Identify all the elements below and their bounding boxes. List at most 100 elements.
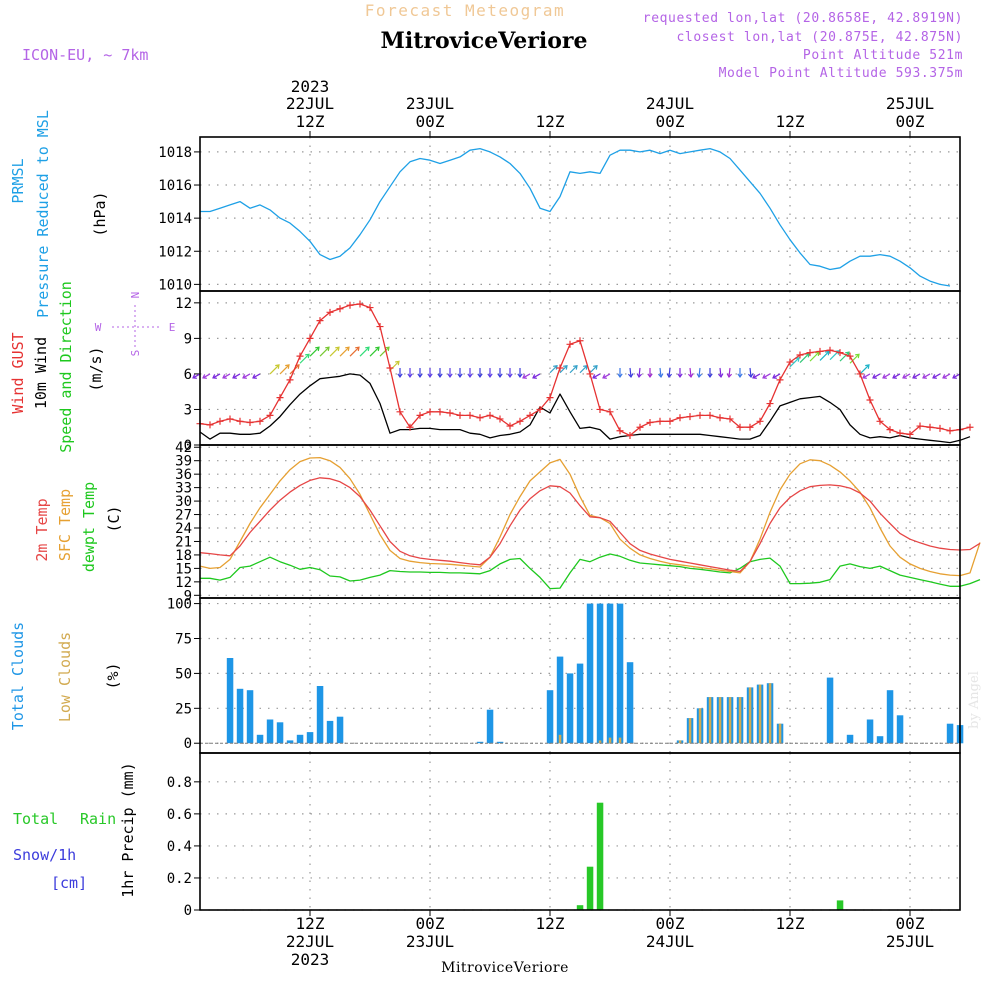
y-tick-label: 0 [184, 438, 192, 454]
y-tick-label: 75 [175, 631, 192, 647]
wind-arrow-shaft [329, 346, 340, 357]
gust-marker [946, 427, 954, 435]
gust-marker [656, 417, 664, 425]
wind-arrow [487, 368, 493, 379]
wind-arrow-head [845, 351, 850, 357]
y-tick-label: 21 [175, 534, 192, 550]
wind-arrow-shaft [749, 367, 752, 378]
wind-arrow-head [507, 373, 513, 379]
y-tick-label: 39 [175, 454, 192, 470]
wind-arrow-shaft [349, 346, 360, 357]
y-tick-label: 12 [175, 575, 192, 591]
panel-wind: 0 3 6 9 12 N S W E [95, 291, 974, 454]
wind-arrow-head [942, 374, 947, 379]
wind-arrow-shaft [559, 365, 568, 374]
sfc-temp-label: SFC Temp [56, 489, 74, 561]
wind-arrow [666, 367, 673, 379]
bottom-time-label: 00Z [416, 914, 445, 933]
gust-marker [416, 411, 424, 419]
y-tick-label: 3 [184, 402, 192, 418]
top-time-label: 12Z [536, 112, 565, 131]
total-cloud-bar [626, 662, 634, 744]
y-tick-label: 18 [175, 548, 192, 564]
total-rain-label-2: Rain [80, 810, 116, 828]
gust-marker [826, 346, 834, 354]
total-cloud-bar [296, 734, 304, 744]
y-tick-label: 100 [167, 597, 192, 613]
total-cloud-bar [886, 690, 894, 744]
gust-marker [846, 352, 854, 360]
sfc-temp-line [199, 456, 981, 577]
ms-unit-label: (m/s) [87, 346, 105, 391]
total-cloud-bar [316, 686, 324, 744]
wind-arrow-shaft [379, 346, 390, 357]
y-tick-label: 0.2 [167, 871, 192, 887]
wind-arrow-head [825, 350, 830, 356]
gust-marker [396, 408, 404, 416]
top-time-label: 12Z [296, 112, 325, 131]
y-tick-label: 1016 [158, 178, 192, 194]
wind-arrow [532, 373, 541, 379]
wind-arrow-head [252, 374, 257, 379]
total-cloud-bar [946, 723, 954, 744]
wind-arrow [932, 373, 941, 379]
wind-arrow-shaft [849, 353, 860, 364]
wind-arrow [559, 364, 568, 374]
gust-marker [486, 411, 494, 419]
wind-arrow-shaft [192, 373, 201, 379]
wind-arrow [647, 368, 653, 379]
gust-marker [246, 418, 254, 426]
wind-arrow-head [717, 373, 724, 379]
wind-arrow-shaft [579, 365, 588, 374]
low-cloud-bar [708, 697, 712, 744]
wind-arrow-shaft [532, 373, 541, 379]
temp2m-line [199, 477, 981, 573]
y-tick-label: 27 [175, 508, 192, 524]
wind-arrow-shaft [299, 353, 310, 364]
wind-arrow-head [532, 374, 537, 379]
wind-arrow [437, 368, 443, 379]
panel-pressure: 1010 1012 1014 1016 1018 [158, 137, 960, 293]
wind-arrow-head [932, 374, 937, 379]
wind-arrow-shaft [629, 367, 632, 378]
compass-s: S [129, 350, 142, 357]
wind-arrow-shaft [728, 367, 731, 378]
top-time-label: 00Z [416, 112, 445, 131]
gust-marker [576, 337, 584, 345]
wind-arrow [369, 346, 380, 357]
wind-arrow-shaft [799, 353, 810, 363]
wind-arrow [677, 368, 683, 379]
rain-bar [576, 905, 584, 910]
wind-arrow-head [437, 373, 443, 379]
wind-arrow-head [457, 373, 463, 379]
wind-arrow-shaft [319, 346, 330, 357]
gust-marker [696, 411, 704, 419]
gust-marker [936, 424, 944, 432]
wind10m-line [199, 373, 971, 444]
cm-unit-label: [cm] [51, 874, 87, 892]
wind-arrow-head [737, 373, 743, 379]
wind-arrow-head [487, 373, 493, 379]
gust-marker [736, 423, 744, 431]
watermark: by Angel [967, 671, 982, 729]
gust-marker [406, 423, 414, 431]
wind-direction-label: Speed and Direction [57, 281, 75, 453]
wind-arrow-head [617, 373, 623, 379]
wind-arrow-shaft [369, 346, 380, 357]
top-year-label: 2023 [291, 77, 330, 96]
wind-arrow [269, 364, 280, 375]
footer-location: MitroviceVeriore [441, 960, 569, 976]
wind-arrow-head [902, 374, 907, 379]
y-tick-label: 1012 [158, 244, 192, 260]
wind-arrow-shaft [952, 373, 961, 379]
gust-marker [526, 411, 534, 419]
wind-arrow [242, 373, 251, 379]
wind-arrow [379, 346, 390, 357]
wind-arrow-shaft [902, 373, 911, 379]
wind-arrow-head [762, 374, 767, 379]
wind-arrow [602, 373, 611, 379]
total-cloud-bar [606, 603, 614, 744]
bottom-time-label: 00Z [656, 914, 685, 933]
wind-arrow [349, 346, 360, 357]
gust-marker [876, 417, 884, 425]
